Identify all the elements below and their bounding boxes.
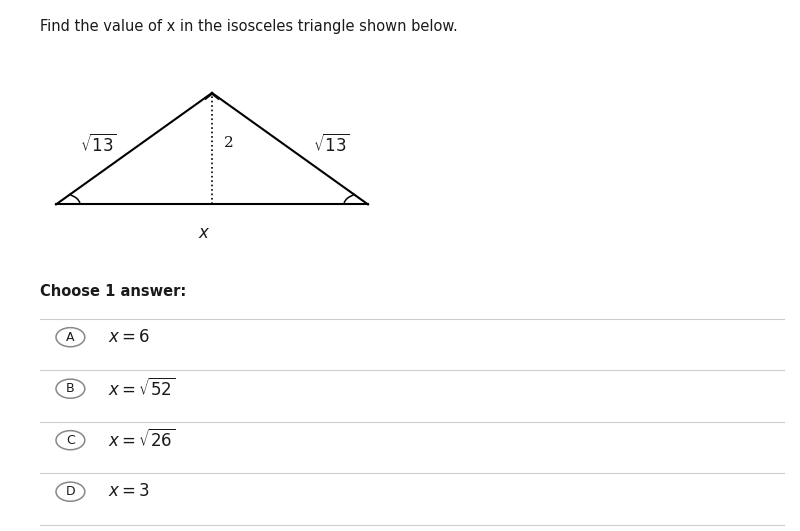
Text: D: D [66,485,75,498]
Text: $x = \sqrt{26}$: $x = \sqrt{26}$ [108,429,176,451]
Text: $x$: $x$ [198,225,210,242]
Text: C: C [66,434,74,447]
Text: $\sqrt{13}$: $\sqrt{13}$ [79,133,117,156]
Text: 2: 2 [224,136,234,150]
Text: Choose 1 answer:: Choose 1 answer: [40,284,186,299]
Text: $\sqrt{13}$: $\sqrt{13}$ [313,133,350,156]
Text: B: B [66,382,74,395]
Text: A: A [66,331,74,344]
Text: $x = 6$: $x = 6$ [108,329,150,346]
Text: Find the value of x in the isosceles triangle shown below.: Find the value of x in the isosceles tri… [40,19,458,33]
Text: $x = 3$: $x = 3$ [108,483,150,500]
Text: $x = \sqrt{52}$: $x = \sqrt{52}$ [108,378,176,400]
